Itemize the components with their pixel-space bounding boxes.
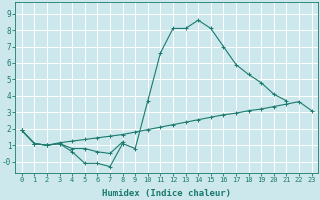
X-axis label: Humidex (Indice chaleur): Humidex (Indice chaleur) xyxy=(102,189,231,198)
